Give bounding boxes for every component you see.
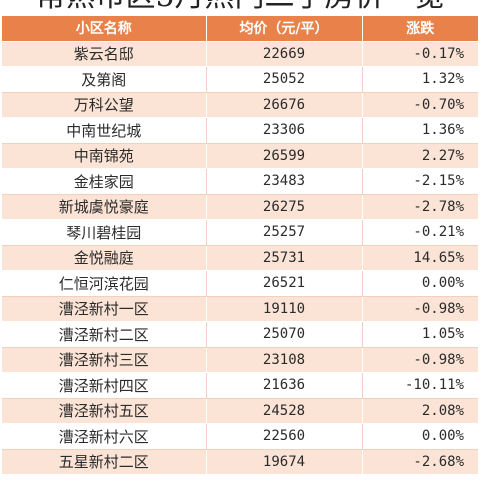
price-cell: 25070 <box>205 321 362 348</box>
community-name-cell: 新城虞悦豪庭 <box>2 194 206 220</box>
community-name-cell: 五星新村二区 <box>2 449 206 475</box>
table-row: 仁恒河滨花园 26521 0.00% <box>2 270 478 297</box>
page-title: 常熟市区5月热门二手房价一览 <box>0 0 480 14</box>
price-cell: 26676 <box>205 92 362 118</box>
community-name-cell: 中南世纪城 <box>2 117 206 144</box>
change-cell: -10.11% <box>361 372 478 399</box>
change-cell: 1.05% <box>361 321 478 348</box>
price-cell: 19674 <box>205 449 362 475</box>
table-row: 漕泾新村四区 21636 -10.11% <box>2 372 478 399</box>
community-name-cell: 仁恒河滨花园 <box>2 270 206 297</box>
price-cell: 24528 <box>205 398 362 424</box>
change-cell: -0.98% <box>361 347 478 373</box>
change-cell: 0.00% <box>361 423 478 450</box>
table-row: 新城虞悦豪庭 26275 -2.78% <box>2 194 478 220</box>
price-cell: 23306 <box>205 117 362 144</box>
change-cell: -0.98% <box>361 296 478 322</box>
price-cell: 25052 <box>205 66 362 93</box>
table-row: 五星新村二区 19674 -2.68% <box>2 449 478 475</box>
table-row: 中南世纪城 23306 1.36% <box>2 117 478 144</box>
table-row: 及第阁 25052 1.32% <box>2 66 478 93</box>
community-name-cell: 漕泾新村二区 <box>2 321 206 348</box>
change-cell: -0.17% <box>361 41 478 67</box>
table-row: 漕泾新村二区 25070 1.05% <box>2 321 478 348</box>
community-name-cell: 金桂家园 <box>2 168 206 195</box>
header-change: 涨跌 <box>361 16 478 42</box>
price-table: 小区名称 均价（元/平） 涨跌 紫云名邸 22669 -0.17% 及第阁 25052 1… <box>2 16 478 475</box>
price-cell: 25731 <box>205 245 362 271</box>
community-name-cell: 金悦融庭 <box>2 245 206 271</box>
price-cell: 26521 <box>205 270 362 297</box>
change-cell: -2.68% <box>361 449 478 475</box>
header-price: 均价（元/平） <box>205 16 362 42</box>
change-cell: 0.00% <box>361 270 478 297</box>
table-row: 漕泾新村五区 24528 2.08% <box>2 398 478 424</box>
community-name-cell: 及第阁 <box>2 66 206 93</box>
price-cell: 26275 <box>205 194 362 220</box>
change-cell: 1.32% <box>361 66 478 93</box>
table-row: 漕泾新村六区 22560 0.00% <box>2 423 478 450</box>
table-row: 漕泾新村一区 19110 -0.98% <box>2 296 478 322</box>
community-name-cell: 中南锦苑 <box>2 143 206 169</box>
table-row: 中南锦苑 26599 2.27% <box>2 143 478 169</box>
change-cell: 2.08% <box>361 398 478 424</box>
table-row: 金桂家园 23483 -2.15% <box>2 168 478 195</box>
title-strip: 常熟市区5月热门二手房价一览 <box>0 0 480 16</box>
table-row: 紫云名邸 22669 -0.17% <box>2 41 478 67</box>
change-cell: 14.65% <box>361 245 478 271</box>
community-name-cell: 琴川碧桂园 <box>2 219 206 246</box>
change-cell: -0.70% <box>361 92 478 118</box>
change-cell: -2.15% <box>361 168 478 195</box>
header-row: 小区名称 均价（元/平） 涨跌 <box>2 16 478 42</box>
community-name-cell: 漕泾新村四区 <box>2 372 206 399</box>
price-cell: 25257 <box>205 219 362 246</box>
table-row: 琴川碧桂园 25257 -0.21% <box>2 219 478 246</box>
table-body: 紫云名邸 22669 -0.17% 及第阁 25052 1.32% 万科公望 26676 -0.… <box>2 41 478 475</box>
price-cell: 19110 <box>205 296 362 322</box>
community-name-cell: 漕泾新村五区 <box>2 398 206 424</box>
change-cell: -2.78% <box>361 194 478 220</box>
price-cell: 22669 <box>205 41 362 67</box>
community-name-cell: 漕泾新村三区 <box>2 347 206 373</box>
price-cell: 26599 <box>205 143 362 169</box>
price-cell: 22560 <box>205 423 362 450</box>
change-cell: 1.36% <box>361 117 478 144</box>
table-row: 金悦融庭 25731 14.65% <box>2 245 478 271</box>
community-name-cell: 万科公望 <box>2 92 206 118</box>
table-row: 万科公望 26676 -0.70% <box>2 92 478 118</box>
community-name-cell: 漕泾新村六区 <box>2 423 206 450</box>
header-name: 小区名称 <box>2 16 206 42</box>
community-name-cell: 漕泾新村一区 <box>2 296 206 322</box>
change-cell: -0.21% <box>361 219 478 246</box>
table-row: 漕泾新村三区 23108 -0.98% <box>2 347 478 373</box>
community-name-cell: 紫云名邸 <box>2 41 206 67</box>
price-cell: 23483 <box>205 168 362 195</box>
price-cell: 23108 <box>205 347 362 373</box>
price-cell: 21636 <box>205 372 362 399</box>
change-cell: 2.27% <box>361 143 478 169</box>
